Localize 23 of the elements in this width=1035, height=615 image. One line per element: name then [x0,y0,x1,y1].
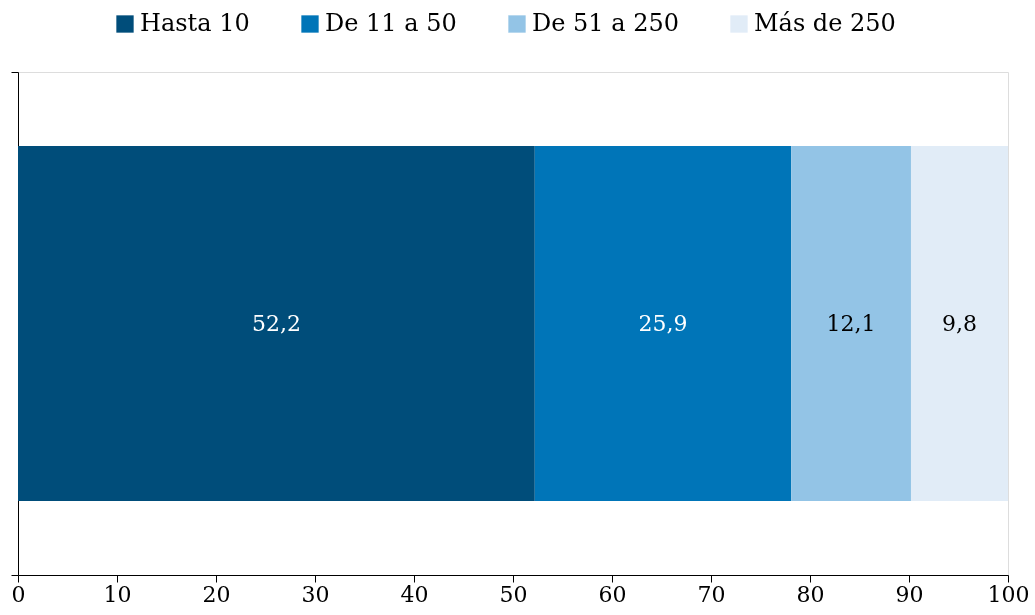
data-label: 9,8 [941,310,977,336]
x-tick-label: 100 [987,581,1030,607]
x-tick-label: 20 [202,581,231,607]
data-label: 25,9 [638,310,688,336]
x-tick-label: 10 [103,581,132,607]
legend-label: Hasta 10 [140,9,250,37]
x-tick-label: 50 [499,581,528,607]
data-label: 52,2 [251,310,301,336]
bar [18,145,535,502]
x-tick-label: 90 [895,581,924,607]
legend-label: De 51 a 250 [532,9,679,37]
x-tick-label: 60 [598,581,627,607]
bar [910,145,1008,502]
x-tick-label: 80 [796,581,825,607]
legend-label: Más de 250 [754,9,896,37]
x-tick-label: 30 [301,581,330,607]
data-label: 12,1 [826,310,876,336]
bar [534,145,792,502]
x-tick-label: 40 [400,581,429,607]
x-tick-label: 0 [11,581,26,607]
x-tick-label: 70 [697,581,726,607]
bar [791,145,911,502]
legend-label: De 11 a 50 [325,9,457,37]
